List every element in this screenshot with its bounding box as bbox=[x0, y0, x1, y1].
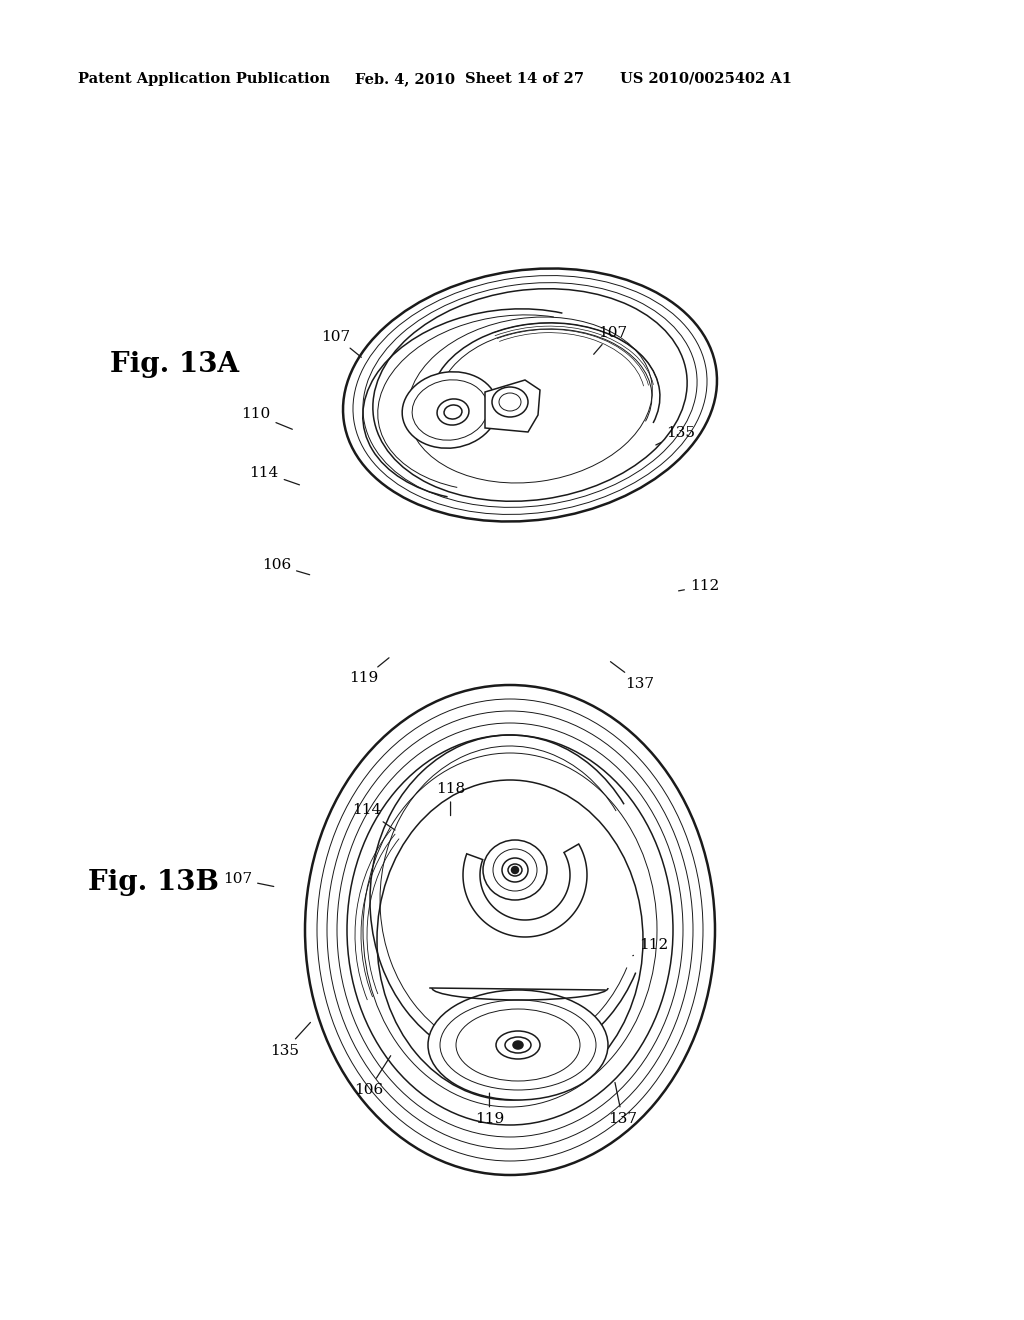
Ellipse shape bbox=[305, 685, 715, 1175]
Ellipse shape bbox=[377, 780, 643, 1100]
Text: 107: 107 bbox=[322, 330, 361, 358]
Ellipse shape bbox=[444, 405, 462, 418]
Ellipse shape bbox=[512, 867, 518, 873]
Ellipse shape bbox=[496, 1031, 540, 1059]
Text: Fig. 13B: Fig. 13B bbox=[88, 869, 219, 895]
Ellipse shape bbox=[343, 268, 717, 521]
Text: 135: 135 bbox=[655, 426, 695, 445]
Text: 106: 106 bbox=[354, 1056, 391, 1097]
Text: 135: 135 bbox=[270, 1023, 310, 1057]
Text: 114: 114 bbox=[352, 804, 395, 830]
Text: 107: 107 bbox=[594, 326, 627, 354]
Ellipse shape bbox=[513, 1041, 523, 1049]
Text: 114: 114 bbox=[250, 466, 299, 484]
Text: 119: 119 bbox=[349, 657, 389, 685]
Ellipse shape bbox=[437, 399, 469, 425]
Polygon shape bbox=[485, 380, 540, 432]
Text: 110: 110 bbox=[242, 408, 292, 429]
Text: Fig. 13A: Fig. 13A bbox=[110, 351, 240, 379]
Text: 119: 119 bbox=[475, 1093, 504, 1126]
Ellipse shape bbox=[505, 1038, 531, 1053]
Polygon shape bbox=[463, 843, 587, 937]
Ellipse shape bbox=[508, 865, 522, 876]
Text: 112: 112 bbox=[633, 939, 668, 956]
Text: 112: 112 bbox=[679, 579, 719, 593]
Text: 118: 118 bbox=[436, 783, 465, 816]
Text: Feb. 4, 2010: Feb. 4, 2010 bbox=[355, 73, 455, 86]
Text: Patent Application Publication: Patent Application Publication bbox=[78, 73, 330, 86]
Text: 137: 137 bbox=[608, 1082, 637, 1126]
Text: 106: 106 bbox=[262, 558, 309, 574]
Text: 107: 107 bbox=[223, 873, 273, 887]
Text: Sheet 14 of 27: Sheet 14 of 27 bbox=[465, 73, 584, 86]
Ellipse shape bbox=[402, 372, 498, 449]
Ellipse shape bbox=[428, 990, 608, 1100]
Text: US 2010/0025402 A1: US 2010/0025402 A1 bbox=[620, 73, 792, 86]
Ellipse shape bbox=[483, 840, 547, 900]
Text: 137: 137 bbox=[610, 661, 654, 690]
Ellipse shape bbox=[502, 858, 528, 882]
Ellipse shape bbox=[492, 387, 528, 417]
